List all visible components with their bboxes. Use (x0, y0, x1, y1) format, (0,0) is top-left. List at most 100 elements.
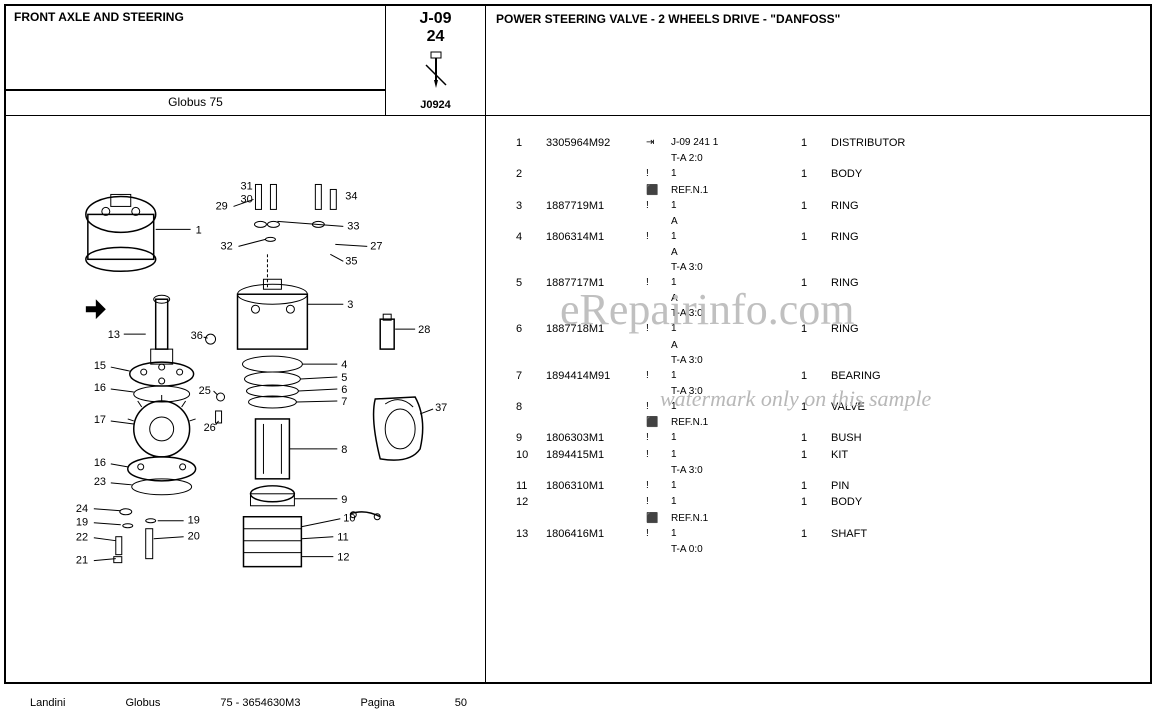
cell-note: J-09 241 1 (671, 136, 801, 149)
code-line2: 24 (427, 28, 445, 45)
cell-note: 1 (671, 230, 801, 243)
cell-qty: 1 (801, 167, 831, 181)
table-row: 2!11BODY (516, 167, 1140, 181)
cell-icon: ! (646, 369, 671, 382)
cell-icon: ! (646, 322, 671, 335)
cell-subicon: ⬛ (646, 416, 671, 429)
cell-icon: ! (646, 495, 671, 508)
svg-text:24: 24 (76, 503, 88, 515)
svg-text:23: 23 (94, 476, 106, 488)
cell-subicon: ⬛ (646, 184, 671, 197)
cell-partno: 3305964M92 (546, 136, 646, 150)
footer-ref: 75 - 3654630M3 (220, 697, 300, 709)
svg-text:3: 3 (347, 299, 353, 311)
cell-idx: 3 (516, 199, 546, 213)
exploded-diagram: 1 29 31 30 34 33 (6, 116, 485, 682)
svg-text:12: 12 (337, 552, 349, 564)
cell-desc: SHAFT (831, 527, 1140, 541)
svg-text:35: 35 (345, 255, 357, 267)
svg-text:19: 19 (188, 515, 200, 527)
table-row: 101894415M1!11KIT (516, 448, 1140, 462)
cell-desc: VALVE (831, 400, 1140, 414)
svg-text:36: 36 (191, 330, 203, 342)
svg-text:15: 15 (94, 360, 106, 372)
section-title: FRONT AXLE AND STEERING (6, 6, 385, 90)
cell-qty: 1 (801, 448, 831, 462)
svg-text:1: 1 (196, 224, 202, 236)
table-subrow: A (516, 215, 1140, 228)
cell-idx: 11 (516, 479, 546, 493)
svg-text:19: 19 (76, 517, 88, 529)
cell-partno: 1894414M91 (546, 369, 646, 383)
cell-subnote: A (671, 292, 801, 305)
cell-qty: 1 (801, 400, 831, 414)
cell-idx: 13 (516, 527, 546, 541)
code-main: J-09 24 (419, 10, 451, 45)
cell-partno: 1887719M1 (546, 199, 646, 213)
svg-text:8: 8 (341, 444, 347, 456)
svg-text:21: 21 (76, 555, 88, 567)
cell-idx: 8 (516, 400, 546, 414)
cell-qty: 1 (801, 199, 831, 213)
left-header-row: FRONT AXLE AND STEERING Globus 75 J-09 2… (6, 6, 485, 116)
cell-partno: 1806303M1 (546, 431, 646, 445)
cell-subnote: REF.N.1 (671, 512, 801, 525)
cell-note: 1 (671, 527, 801, 540)
left-column: 13 15 16 (76, 295, 200, 566)
cell-partno: 1806310M1 (546, 479, 646, 493)
svg-text:17: 17 (94, 414, 106, 426)
svg-text:29: 29 (216, 200, 228, 212)
svg-text:11: 11 (337, 532, 348, 544)
cell-subnote: A (671, 246, 801, 259)
cell-icon: ! (646, 230, 671, 243)
table-subrow: ⬛REF.N.1 (516, 416, 1140, 429)
svg-text:16: 16 (94, 457, 106, 469)
cell-idx: 9 (516, 431, 546, 445)
cell-partno: 1894415M1 (546, 448, 646, 462)
cell-qty: 1 (801, 479, 831, 493)
page-frame: FRONT AXLE AND STEERING Globus 75 J-09 2… (4, 4, 1152, 684)
cell-note: 1 (671, 479, 801, 492)
cell-note: 1 (671, 369, 801, 382)
table-subrow: ⬛REF.N.1 (516, 512, 1140, 525)
cell-idx: 12 (516, 495, 546, 509)
cell-partno: 1887718M1 (546, 322, 646, 336)
cell-icon: ! (646, 199, 671, 212)
right-title: POWER STEERING VALVE - 2 WHEELS DRIVE - … (486, 6, 1150, 116)
svg-text:28: 28 (418, 324, 430, 336)
diagram-svg: 1 29 31 30 34 33 (16, 126, 475, 672)
cell-desc: RING (831, 322, 1140, 336)
plug-28: 28 (380, 314, 430, 349)
cell-note: 1 (671, 322, 801, 335)
svg-text:30: 30 (241, 193, 253, 205)
cell-icon: ! (646, 479, 671, 492)
cell-icon: ! (646, 167, 671, 180)
table-row: 51887717M1!11RING (516, 276, 1140, 290)
cell-desc: RING (831, 230, 1140, 244)
table-row: 31887719M1!11RING (516, 199, 1140, 213)
cell-idx: 5 (516, 276, 546, 290)
cell-desc: BEARING (831, 369, 1140, 383)
cell-subnote2: T-A 3:0 (671, 261, 801, 274)
svg-text:10: 10 (343, 513, 355, 525)
table-subrow: A (516, 292, 1140, 305)
table-row: 91806303M1!11BUSH (516, 431, 1140, 445)
cell-subnote: T-A 0:0 (671, 543, 801, 556)
cell-subicon: ⬛ (646, 512, 671, 525)
table-row: 71894414M91!11BEARING (516, 369, 1140, 383)
cell-desc: BUSH (831, 431, 1140, 445)
cell-note: 1 (671, 448, 801, 461)
cell-idx: 10 (516, 448, 546, 462)
footer: Landini Globus 75 - 3654630M3 Pagina 50 (30, 697, 1126, 709)
cell-qty: 1 (801, 369, 831, 383)
cell-note: 1 (671, 431, 801, 444)
cell-subnote: T-A 3:0 (671, 464, 801, 477)
svg-text:13: 13 (108, 329, 120, 341)
svg-text:25: 25 (199, 385, 211, 397)
header-left-section: FRONT AXLE AND STEERING Globus 75 (6, 6, 385, 115)
table-subrow: A (516, 246, 1140, 259)
cell-subnote: A (671, 215, 801, 228)
cell-subnote: T-A 3:0 (671, 385, 801, 398)
svg-text:33: 33 (347, 220, 359, 232)
left-panel: FRONT AXLE AND STEERING Globus 75 J-09 2… (6, 6, 486, 682)
